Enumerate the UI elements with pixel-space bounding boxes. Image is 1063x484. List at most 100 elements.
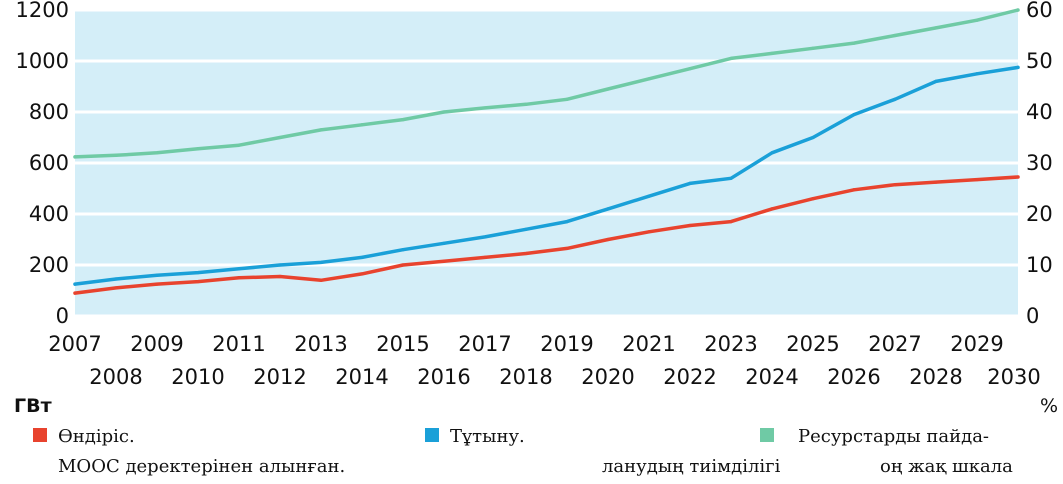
data-point-0-18 [811,197,815,201]
data-point-0-15 [688,223,692,228]
right-tick-label: 40 [1026,100,1053,124]
data-point-0-13 [606,237,610,242]
legend-swatch-production [33,428,47,442]
data-point-2-0 [73,155,77,159]
left-tick-label: 400 [29,202,69,226]
data-point-1-3 [196,271,200,275]
x-tick-label: 2025 [786,332,839,356]
data-point-2-3 [196,147,200,151]
data-point-2-21 [934,26,938,30]
data-point-2-4 [237,143,241,147]
source-note: МООС деректерінен алынған. [58,456,345,477]
data-point-2-22 [975,18,979,22]
data-point-1-5 [278,263,282,267]
data-point-1-19 [852,112,856,117]
left-axis-ticks: 0 200 400 600 800 1000 1200 [16,0,69,328]
data-point-1-13 [606,207,610,211]
x-tick-label: 2015 [376,332,429,356]
data-point-2-13 [606,87,610,91]
data-point-2-12 [565,97,569,101]
data-point-0-0 [73,291,77,295]
right-tick-label: 10 [1026,253,1053,277]
x-tick-label: 2019 [540,332,593,356]
x-tick-label: 2022 [663,365,716,389]
data-point-1-8 [401,248,405,252]
data-point-0-1 [114,286,118,290]
x-tick-label: 2026 [827,365,880,389]
right-tick-label: 30 [1026,151,1053,175]
data-point-0-11 [524,251,528,256]
gridlines [75,8,1018,318]
data-point-0-4 [237,276,241,280]
x-tick-label: 2016 [417,365,470,389]
data-point-1-17 [770,151,774,155]
x-tick-label: 2027 [868,332,921,356]
left-tick-label: 600 [29,151,69,175]
data-point-0-8 [401,263,405,267]
x-tick-label: 2029 [950,332,1003,356]
data-point-0-14 [647,230,651,234]
x-tick-label: 2028 [909,365,962,389]
x-tick-label: 2024 [745,365,798,389]
data-point-1-23 [1016,65,1020,69]
left-tick-label: 1000 [16,49,69,73]
x-tick-label: 2009 [130,332,183,356]
x-tick-label: 2017 [458,332,511,356]
right-tick-label: 0 [1026,304,1039,328]
data-point-1-6 [319,260,323,265]
right-tick-label: 50 [1026,49,1053,73]
data-point-1-22 [975,72,979,76]
data-point-2-6 [319,128,323,132]
data-point-2-11 [524,102,528,106]
data-point-0-20 [893,183,897,187]
legend-label-consumption: Тұтыну. [450,426,525,447]
right-axis-unit: % [1040,395,1058,417]
x-tick-label: 2030 [987,365,1040,389]
data-point-1-18 [811,135,815,140]
data-point-0-16 [729,220,733,224]
data-point-1-0 [73,282,77,286]
left-tick-label: 0 [56,304,69,328]
data-point-2-5 [278,135,282,140]
left-tick-label: 800 [29,100,69,124]
data-point-0-6 [319,278,323,282]
data-point-2-20 [893,33,897,38]
data-point-2-15 [688,67,692,71]
series-line-1 [73,65,1020,286]
right-tick-label: 20 [1026,202,1053,226]
data-point-0-22 [975,177,979,182]
data-point-1-21 [934,79,938,83]
data-point-0-2 [155,282,159,286]
data-point-0-17 [770,207,774,211]
x-tick-label: 2021 [622,332,675,356]
data-point-1-7 [360,255,364,259]
x-tick-label: 2012 [253,365,306,389]
data-point-1-16 [729,176,733,180]
series-lines [73,8,1020,295]
x-tick-label: 2010 [171,365,224,389]
x-axis-ticks: 2007 2009 2011 2013 2015 2017 2019 2021 2023 2025… [48,332,1040,389]
data-point-2-10 [483,106,487,110]
legend-label-efficiency-line2: ланудың тиімділігі [602,456,781,477]
legend-label-efficiency-line1: Ресурстарды пайда- [798,426,989,447]
data-point-2-8 [401,118,405,122]
x-tick-label: 2018 [499,365,552,389]
x-tick-label: 2011 [212,332,265,356]
data-point-2-14 [647,77,651,81]
left-tick-label: 1200 [16,0,69,22]
data-point-0-7 [360,272,364,276]
x-tick-label: 2007 [48,332,101,356]
data-point-0-12 [565,246,569,251]
x-tick-label: 2014 [335,365,388,389]
data-point-1-4 [237,267,241,271]
series-line-2 [73,8,1020,159]
data-point-2-23 [1016,8,1020,12]
data-point-2-19 [852,41,856,45]
right-axis-ticks: 0 10 20 30 40 50 60 [1026,0,1053,328]
x-tick-label: 2008 [89,365,142,389]
legend-axis-note: оң жақ шкала [880,456,1013,477]
data-point-1-9 [442,241,446,245]
data-point-2-7 [360,123,364,127]
